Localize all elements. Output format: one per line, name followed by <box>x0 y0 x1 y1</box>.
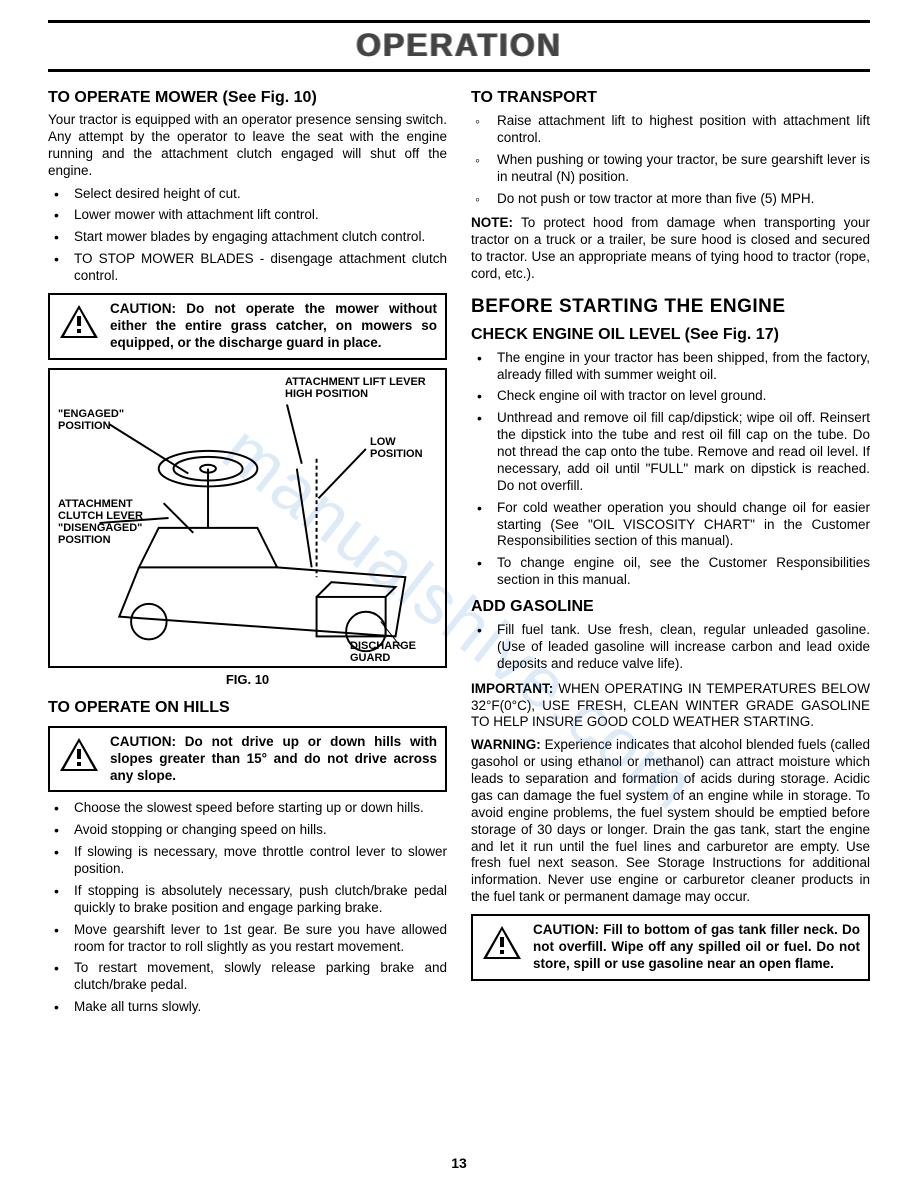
figure-caption: FIG. 10 <box>48 672 447 688</box>
gas-warning: WARNING: Experience indicates that alcoh… <box>471 737 870 906</box>
hills-caution-text: CAUTION: Do not drive up or down hills w… <box>110 734 437 785</box>
transport-heading: TO TRANSPORT <box>471 88 870 108</box>
list-item: To restart movement, slowly release park… <box>48 960 447 994</box>
before-starting-heading: BEFORE STARTING THE ENGINE <box>471 295 870 319</box>
gas-caution-box: CAUTION: Fill to bottom of gas tank fill… <box>471 914 870 981</box>
fig-label-engaged: "ENGAGED" POSITION <box>58 408 136 432</box>
fig-label-low: LOW POSITION <box>370 436 440 460</box>
list-item: To change engine oil, see the Customer R… <box>471 555 870 589</box>
list-item: Start mower blades by engaging attachmen… <box>48 229 447 246</box>
warning-triangle-icon <box>58 303 100 341</box>
hills-heading: TO OPERATE ON HILLS <box>48 698 447 718</box>
page-title-rule: OPERATION <box>48 20 870 72</box>
figure-10-box: ATTACHMENT LIFT LEVER HIGH POSITION "ENG… <box>48 368 447 668</box>
mower-caution-box: CAUTION: Do not operate the mower withou… <box>48 293 447 360</box>
hills-caution-box: CAUTION: Do not drive up or down hills w… <box>48 726 447 793</box>
page-title: OPERATION <box>48 25 870 65</box>
gas-important: IMPORTANT: WHEN OPERATING IN TEMPERATURE… <box>471 681 870 732</box>
mower-list: Select desired height of cut. Lower mowe… <box>48 186 447 285</box>
fig-label-lift-lever: ATTACHMENT LIFT LEVER HIGH POSITION <box>285 376 435 400</box>
list-item: Move gearshift lever to 1st gear. Be sur… <box>48 922 447 956</box>
page-number: 13 <box>0 1155 918 1173</box>
list-item: Lower mower with attachment lift control… <box>48 207 447 224</box>
mower-heading: TO OPERATE MOWER (See Fig. 10) <box>48 88 447 108</box>
fig-label-guard: DISCHARGE GUARD <box>350 640 440 664</box>
fig-label-clutch: ATTACHMENT CLUTCH LEVER "DISENGAGED" POS… <box>58 498 158 546</box>
oil-list: The engine in your tractor has been ship… <box>471 350 870 589</box>
transport-note: NOTE: To protect hood from damage when t… <box>471 215 870 283</box>
important-lead: IMPORTANT: <box>471 681 553 696</box>
list-item: Fill fuel tank. Use fresh, clean, regula… <box>471 622 870 673</box>
gas-caution-text: CAUTION: Fill to bottom of gas tank fill… <box>533 922 860 973</box>
list-item: Avoid stopping or changing speed on hill… <box>48 822 447 839</box>
note-lead: NOTE: <box>471 215 513 230</box>
list-item: Do not push or tow tractor at more than … <box>471 191 870 208</box>
gas-heading: ADD GASOLINE <box>471 597 870 617</box>
mower-intro: Your tractor is equipped with an operato… <box>48 112 447 180</box>
gas-list: Fill fuel tank. Use fresh, clean, regula… <box>471 622 870 673</box>
list-item: Unthread and remove oil fill cap/dipstic… <box>471 410 870 494</box>
list-item: Check engine oil with tractor on level g… <box>471 388 870 405</box>
warning-triangle-icon <box>481 924 523 962</box>
note-body: To protect hood from damage when transpo… <box>471 215 870 281</box>
list-item: Choose the slowest speed before starting… <box>48 800 447 817</box>
list-item: TO STOP MOWER BLADES - disengage attachm… <box>48 251 447 285</box>
two-column-layout: TO OPERATE MOWER (See Fig. 10) Your trac… <box>48 82 870 1024</box>
list-item: Raise attachment lift to highest positio… <box>471 113 870 147</box>
list-item: Select desired height of cut. <box>48 186 447 203</box>
list-item: The engine in your tractor has been ship… <box>471 350 870 384</box>
warning-triangle-icon <box>58 736 100 774</box>
list-item: When pushing or towing your tractor, be … <box>471 152 870 186</box>
right-column: TO TRANSPORT Raise attachment lift to hi… <box>471 82 870 1024</box>
list-item: If slowing is necessary, move throttle c… <box>48 844 447 878</box>
left-column: TO OPERATE MOWER (See Fig. 10) Your trac… <box>48 82 447 1024</box>
warning-lead: WARNING: <box>471 737 541 752</box>
warning-body: Experience indicates that alcohol blende… <box>471 737 870 904</box>
list-item: If stopping is absolutely necessary, pus… <box>48 883 447 917</box>
list-item: Make all turns slowly. <box>48 999 447 1016</box>
list-item: For cold weather operation you should ch… <box>471 500 870 551</box>
oil-heading: CHECK ENGINE OIL LEVEL (See Fig. 17) <box>471 325 870 345</box>
mower-caution-text: CAUTION: Do not operate the mower withou… <box>110 301 437 352</box>
transport-list: Raise attachment lift to highest positio… <box>471 113 870 207</box>
hills-list: Choose the slowest speed before starting… <box>48 800 447 1016</box>
